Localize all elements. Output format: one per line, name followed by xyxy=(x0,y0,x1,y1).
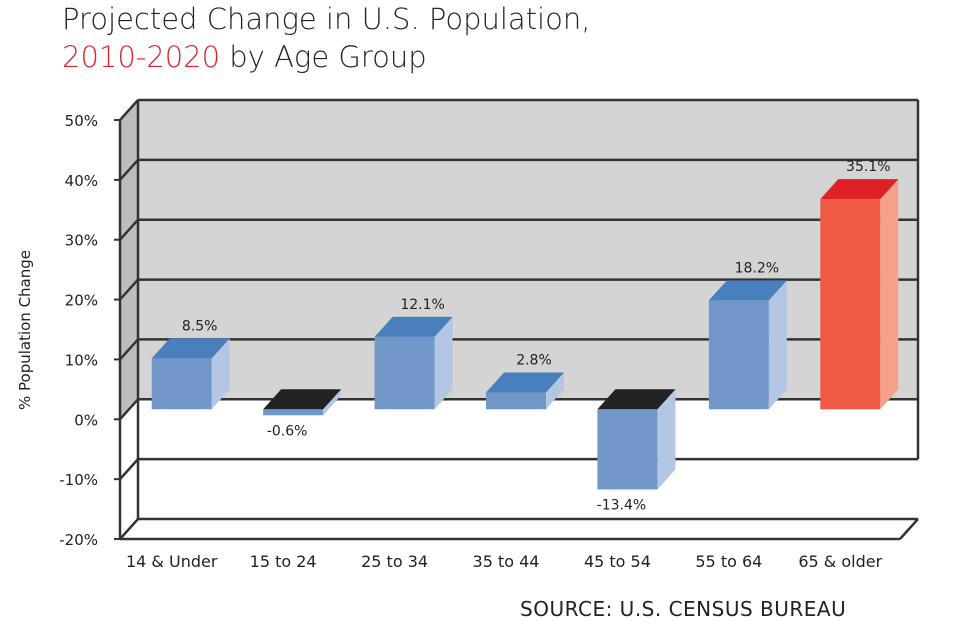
x-tick-label: 55 to 64 xyxy=(695,552,762,571)
gridline-connector xyxy=(119,338,139,361)
bar xyxy=(374,336,435,410)
bar-value-label: 8.5% xyxy=(182,318,218,334)
y-tick-label: 30% xyxy=(65,232,98,250)
x-tick-label: 15 to 24 xyxy=(250,552,317,571)
bar-side xyxy=(546,372,564,410)
y-tick-label: 40% xyxy=(65,172,98,190)
bar-top xyxy=(486,372,564,393)
bar-value-label: 12.1% xyxy=(400,297,444,313)
bar-value-label: -13.4% xyxy=(597,497,647,513)
y-tick-label: -20% xyxy=(59,531,98,549)
chart-title-years: 2010-2020 xyxy=(62,40,221,74)
y-tick-label: 50% xyxy=(65,112,98,130)
y-tick-label: 20% xyxy=(65,292,98,310)
x-tick-label: 65 & older xyxy=(798,552,882,571)
y-axis-title: % Population Change xyxy=(16,250,34,410)
y-tick-label: 10% xyxy=(65,351,98,369)
bar xyxy=(820,199,881,410)
bar-top xyxy=(820,179,899,200)
x-tick-label: 14 & Under xyxy=(126,552,218,571)
bar-side xyxy=(323,389,342,416)
x-tick-label: 25 to 34 xyxy=(361,552,428,571)
chart-title-line1: Projected Change in U.S. Population, xyxy=(62,2,591,36)
bar-side xyxy=(768,280,787,410)
bar xyxy=(151,358,212,410)
gridline-connector xyxy=(119,398,139,421)
left-wall xyxy=(120,100,138,420)
gridline-connector xyxy=(119,518,139,540)
bar-top xyxy=(151,338,230,359)
bar-value-label: 35.1% xyxy=(846,159,890,175)
gridline-connector xyxy=(119,458,139,480)
gridline-connector xyxy=(119,99,139,121)
bar-top xyxy=(597,389,676,410)
chart-title-line2: 2010-2020 by Age Group xyxy=(62,40,427,74)
floor-right-edge xyxy=(899,518,919,540)
bar-value-label: 2.8% xyxy=(516,353,552,369)
bar-value-label: -0.6% xyxy=(267,423,308,439)
source-note: SOURCE: U.S. CENSUS BUREAU xyxy=(520,597,847,621)
bar-side xyxy=(211,338,230,410)
bar-value-label: 18.2% xyxy=(735,260,779,276)
bar-side xyxy=(434,316,453,410)
gridline-connector xyxy=(119,278,139,301)
y-tick-label: -10% xyxy=(59,471,98,489)
bar xyxy=(486,392,546,410)
bar-top xyxy=(708,280,787,301)
bar xyxy=(708,300,769,410)
bar-side xyxy=(880,179,899,410)
gridline-connector xyxy=(119,159,139,181)
bar-top xyxy=(263,389,342,410)
bar-top xyxy=(374,316,453,337)
chart-title-rest: by Age Group xyxy=(220,40,427,74)
x-tick-label: 45 to 54 xyxy=(584,552,651,571)
bar xyxy=(263,409,324,416)
y-tick-label: 0% xyxy=(74,411,98,429)
bar-side xyxy=(657,389,676,490)
bar xyxy=(597,409,658,490)
gridline-connector xyxy=(119,218,139,241)
x-tick-label: 35 to 44 xyxy=(473,552,540,571)
